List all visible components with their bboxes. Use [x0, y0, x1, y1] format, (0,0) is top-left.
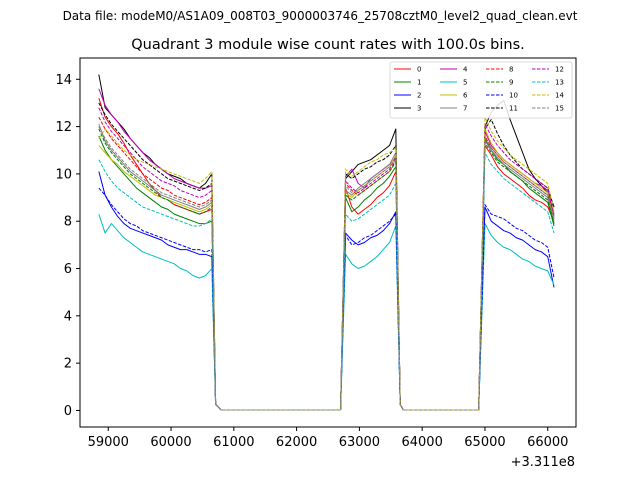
y-tick-label: 8	[64, 215, 72, 230]
y-tick-label: 14	[55, 73, 72, 88]
y-tick-label: 10	[55, 167, 72, 182]
legend-label-9: 9	[509, 79, 513, 87]
x-tick-label: 65000	[464, 435, 505, 450]
legend-label-7: 7	[463, 105, 467, 113]
x-tick-label: 63000	[339, 435, 380, 450]
y-tick-label: 2	[64, 357, 72, 372]
legend-label-10: 10	[509, 92, 518, 100]
legend-label-13: 13	[555, 79, 564, 87]
y-tick-label: 6	[64, 262, 72, 277]
y-tick-label: 0	[64, 404, 72, 419]
axes-layer: 59000 60000 61000 62000 63000 64000 65000 66000…	[55, 73, 568, 450]
series-line-15	[98, 126, 555, 411]
legend-label-3: 3	[417, 105, 421, 113]
x-tick-label: 60000	[150, 435, 191, 450]
legend-label-14: 14	[555, 92, 564, 100]
legend-label-0: 0	[417, 66, 421, 74]
x-tick-label: 59000	[88, 435, 129, 450]
legend-label-1: 1	[417, 79, 421, 87]
series-line-13	[98, 152, 555, 411]
x-tick-label: 64000	[401, 435, 442, 450]
x-tick-label: 61000	[213, 435, 254, 450]
x-tick-label: 62000	[276, 435, 317, 450]
legend-box	[389, 61, 573, 119]
series-layer	[98, 74, 555, 411]
series-line-10	[98, 187, 555, 411]
legend-label-6: 6	[463, 92, 468, 100]
plot-area	[79, 57, 577, 428]
y-tick-label: 4	[64, 309, 72, 324]
chart-title: Quadrant 3 module wise count rates with …	[131, 37, 525, 53]
legend-label-15: 15	[555, 105, 564, 113]
legend-label-5: 5	[463, 79, 467, 87]
x-tick-label: 66000	[527, 435, 568, 450]
legend-label-11: 11	[509, 105, 518, 113]
legend-label-12: 12	[555, 66, 564, 74]
legend-label-4: 4	[463, 66, 468, 74]
x-offset-label: +3.311e8	[511, 455, 575, 470]
y-tick-label: 12	[55, 120, 72, 135]
legend-label-8: 8	[509, 66, 513, 74]
figure-suptitle: Data file: modeM0/AS1A09_008T03_90000037…	[63, 9, 578, 23]
legend-label-2: 2	[417, 92, 421, 100]
